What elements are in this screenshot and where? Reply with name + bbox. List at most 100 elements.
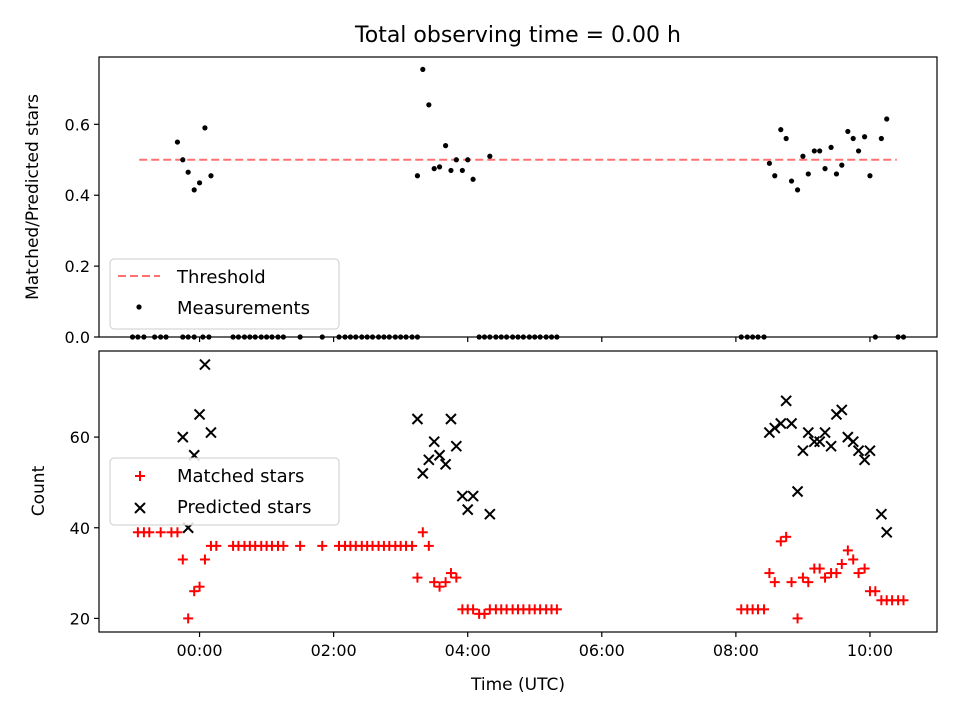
measurement-point bbox=[465, 157, 471, 163]
bottom-frame bbox=[98, 350, 938, 633]
matched-star-point bbox=[144, 527, 155, 538]
measurement-point bbox=[817, 148, 823, 154]
matched-star-point bbox=[155, 527, 166, 538]
matched-star-point bbox=[764, 568, 775, 579]
measurement-point bbox=[766, 160, 773, 166]
matched-star-point bbox=[842, 545, 853, 556]
bottom-y-tick-label: 20 bbox=[70, 609, 90, 628]
measurement-point bbox=[431, 166, 437, 172]
bottom-x-tick-label: 02:00 bbox=[311, 641, 357, 660]
matched-star-point bbox=[317, 540, 328, 551]
matched-star-point bbox=[781, 531, 792, 542]
predicted-star-point bbox=[193, 408, 206, 421]
matched-star-point bbox=[792, 613, 803, 624]
measurement-point bbox=[185, 169, 191, 175]
predicted-star-point bbox=[864, 445, 876, 457]
matched-star-point bbox=[853, 568, 864, 579]
top-axes: 0.0 0.2 0.4 0.6 bbox=[65, 56, 938, 347]
matched-star-point bbox=[831, 568, 842, 579]
matched-star-point bbox=[434, 581, 445, 592]
predicted-star-point bbox=[847, 435, 859, 448]
measurement-point bbox=[470, 176, 476, 182]
predicted-star-point bbox=[881, 526, 893, 538]
measurement-point bbox=[442, 143, 449, 149]
top-legend: Threshold Measurements bbox=[109, 258, 340, 330]
top-y-tick-label: 0.0 bbox=[65, 328, 90, 347]
matched-star-point bbox=[451, 572, 462, 583]
matched-legend-swatch bbox=[135, 471, 145, 481]
predicted-star-point bbox=[445, 413, 457, 425]
top-y-tick-label: 0.6 bbox=[65, 115, 90, 134]
measurement-point bbox=[459, 167, 465, 174]
matched-star-point bbox=[836, 559, 847, 570]
matched-star-point bbox=[177, 554, 188, 565]
matched-star-point bbox=[295, 540, 306, 551]
measurement-point bbox=[426, 102, 432, 108]
predicted-legend-swatch bbox=[134, 502, 146, 514]
measurement-point bbox=[788, 178, 795, 184]
chart-title: Total observing time = 0.00 h bbox=[354, 23, 681, 48]
matched-star-point bbox=[769, 577, 780, 588]
matched-star-point bbox=[870, 586, 881, 597]
matched-star-point bbox=[407, 540, 418, 551]
predicted-star-point bbox=[462, 503, 474, 516]
measurement-point bbox=[174, 139, 181, 145]
measurement-point bbox=[811, 148, 817, 154]
bottom-x-tick-label: 08:00 bbox=[713, 641, 759, 660]
measurement-point bbox=[828, 144, 834, 150]
bottom-legend-box bbox=[109, 457, 340, 526]
matched-star-point bbox=[189, 586, 200, 597]
predicted-star-point bbox=[456, 490, 469, 502]
measurement-point bbox=[196, 180, 203, 186]
predicted-star-point bbox=[858, 454, 871, 466]
measurement-point bbox=[861, 134, 868, 140]
measurement-point bbox=[867, 173, 873, 179]
matched-star-point bbox=[820, 572, 831, 583]
top-y-tick-label: 0.4 bbox=[65, 186, 90, 205]
bottom-panel: 00:00 02:00 04:00 06:00 08:00 10:00 20 40 60 Cou… bbox=[29, 350, 938, 695]
predicted-star-point bbox=[199, 358, 211, 371]
top-panel: 0.0 0.2 0.4 0.6 Matched/Predicted stars Thr… bbox=[23, 56, 938, 347]
matched-star-point bbox=[412, 572, 423, 583]
matched-star-point bbox=[759, 604, 770, 615]
bottom-legend: Matched stars Predicted stars bbox=[109, 457, 340, 526]
measurement-point bbox=[800, 153, 806, 159]
measurement-point bbox=[191, 187, 197, 193]
matched-star-point bbox=[278, 540, 289, 551]
threshold-legend-label: Threshold bbox=[176, 267, 266, 288]
matched-star-point bbox=[440, 577, 451, 588]
matched-star-point bbox=[417, 527, 428, 538]
bottom-x-tick-label: 06:00 bbox=[579, 641, 625, 660]
measurement-point bbox=[778, 127, 784, 133]
top-y-axis-label: Matched/Predicted stars bbox=[23, 94, 43, 300]
predicted-star-point bbox=[785, 417, 798, 430]
matched-star-point bbox=[172, 527, 183, 538]
measurement-point bbox=[855, 148, 862, 154]
predicted-star-point bbox=[411, 413, 424, 425]
bottom-x-tick-label: 10:00 bbox=[847, 641, 893, 660]
predicted-star-point bbox=[428, 435, 440, 448]
measurement-point bbox=[850, 135, 856, 142]
bottom-x-axis-label: Time (UTC) bbox=[470, 675, 565, 695]
predicted-star-point bbox=[450, 440, 463, 452]
matched-star-point bbox=[199, 554, 210, 565]
bottom-y-tick-label: 40 bbox=[70, 519, 90, 538]
measurements-legend-label: Measurements bbox=[177, 298, 310, 319]
matched-star-point bbox=[211, 540, 222, 551]
predicted-star-point bbox=[813, 435, 826, 448]
measurement-point bbox=[878, 135, 884, 142]
bottom-plot-marks bbox=[132, 358, 909, 624]
matched-star-point bbox=[848, 554, 859, 565]
predicted-star-point bbox=[802, 426, 814, 439]
measurement-point bbox=[794, 187, 801, 193]
measurements-legend-swatch bbox=[136, 304, 142, 310]
measurement-point bbox=[436, 164, 443, 170]
predicted-star-point bbox=[484, 508, 496, 520]
measurement-point bbox=[884, 116, 890, 122]
top-frame bbox=[98, 56, 938, 338]
matched-star-point bbox=[775, 536, 786, 547]
matched-star-point bbox=[898, 595, 909, 606]
bottom-y-tick-label: 60 bbox=[70, 428, 90, 447]
